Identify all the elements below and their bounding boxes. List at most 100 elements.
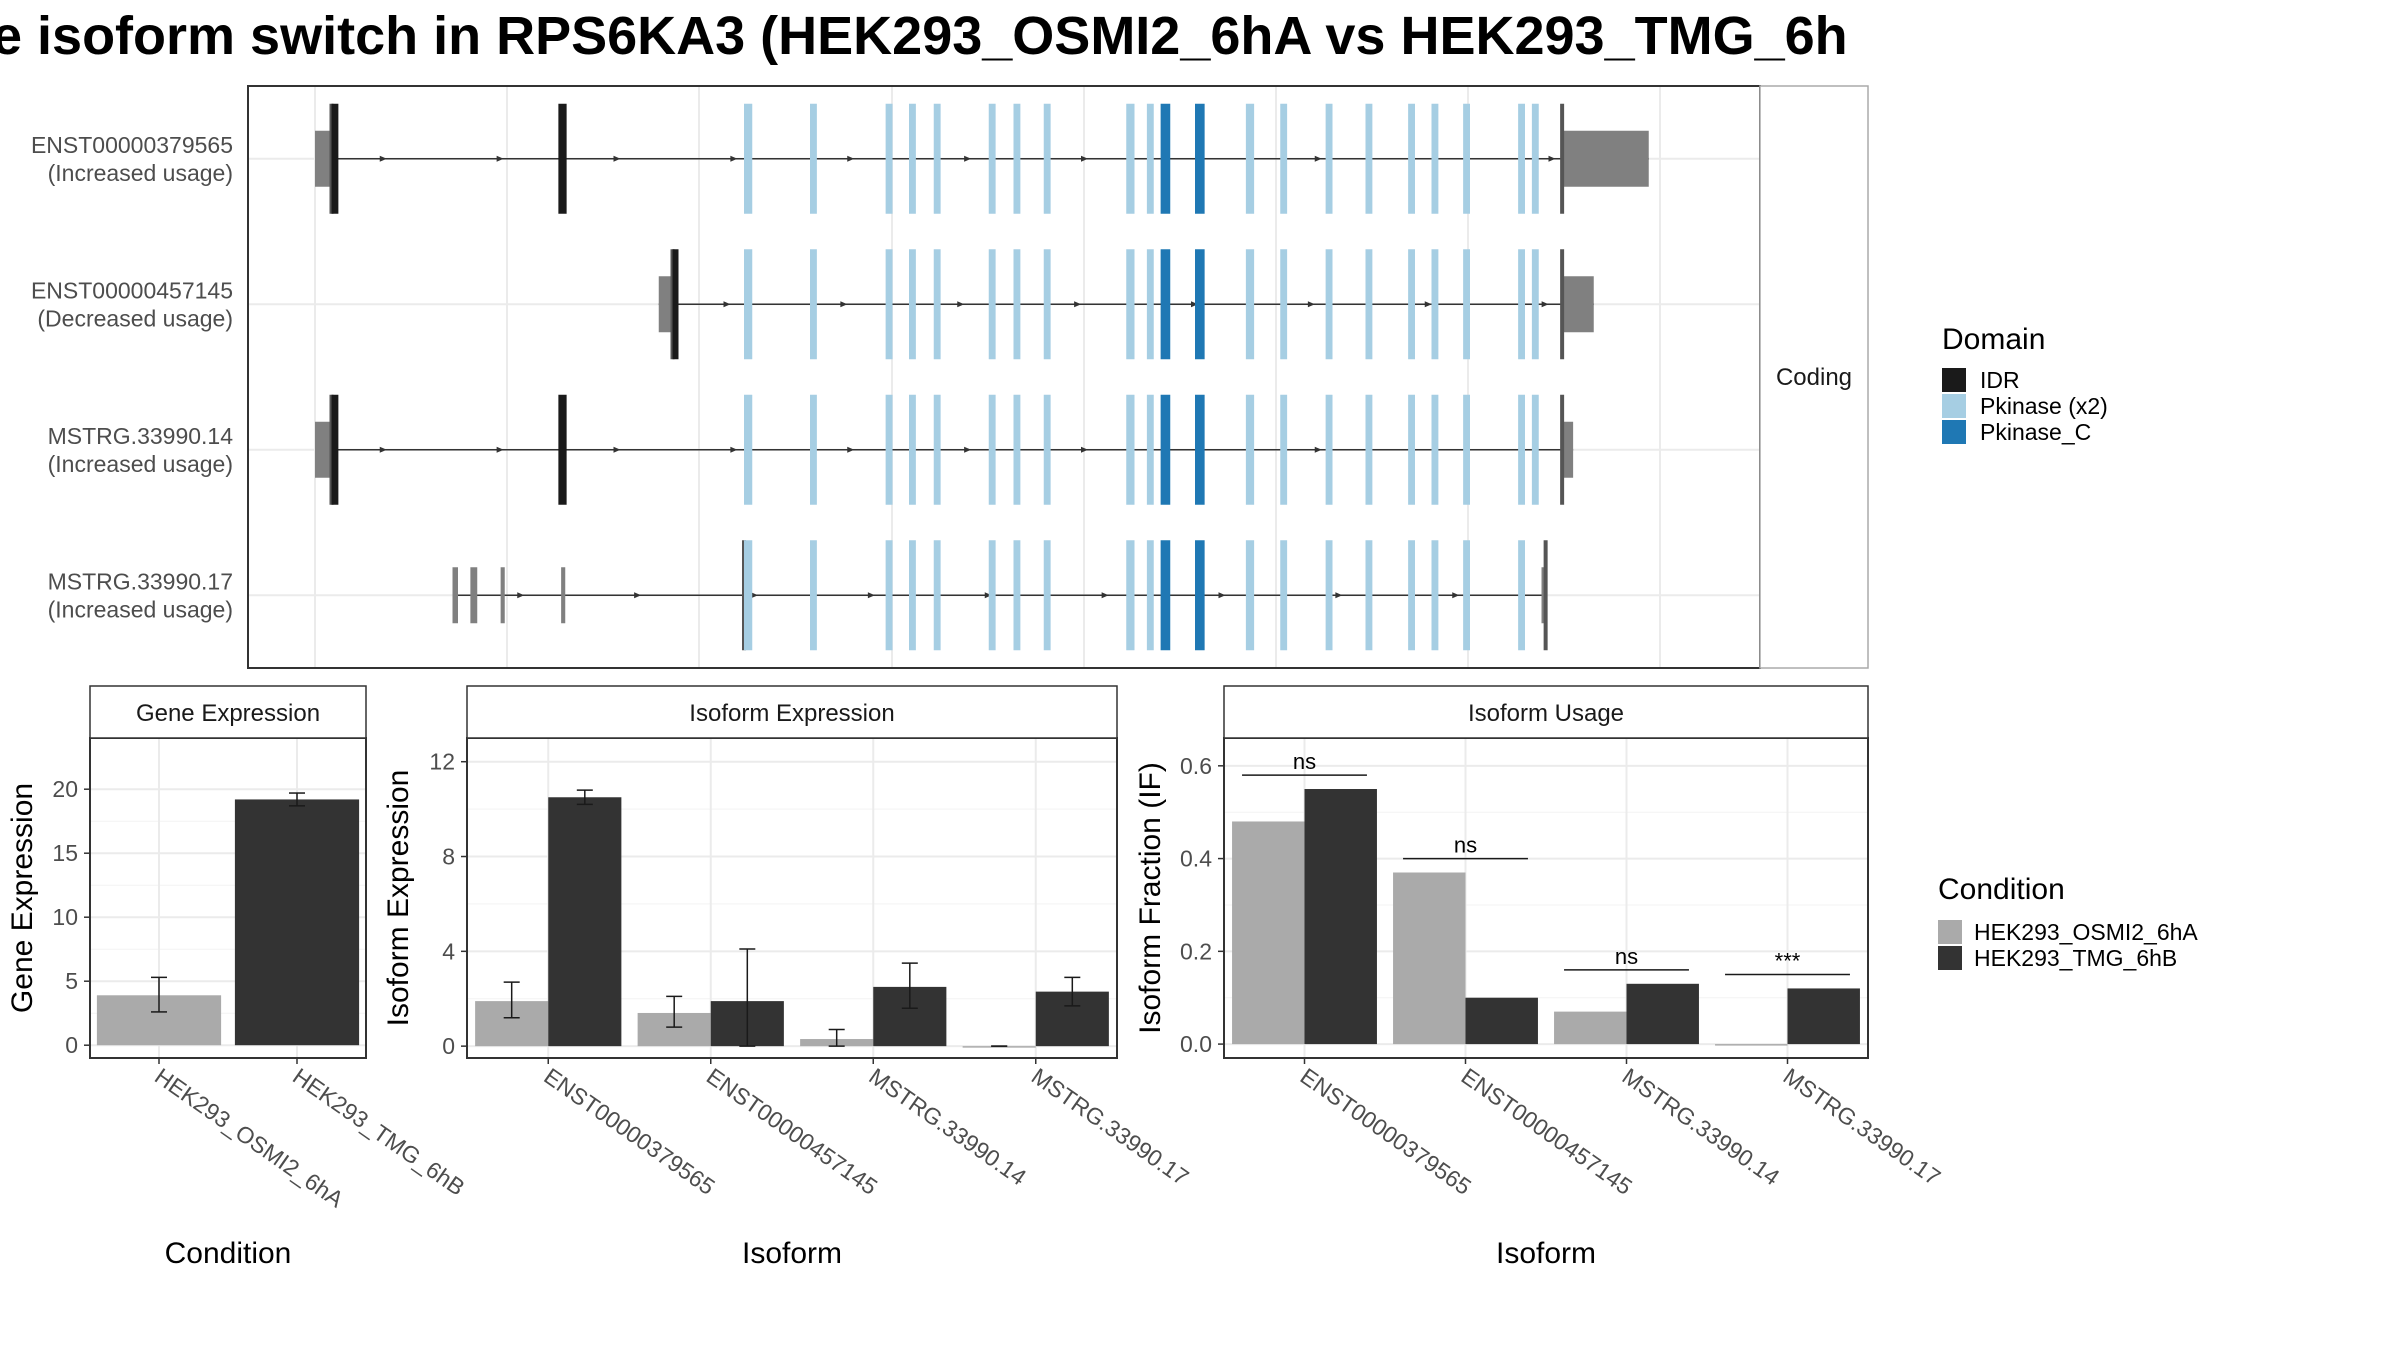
cds-end-marker — [1560, 249, 1565, 360]
exon-idr — [331, 394, 339, 505]
exon-pkinasex — [933, 540, 941, 651]
exon-pkinasex — [1013, 103, 1021, 214]
exon-pkinasex — [1408, 394, 1415, 505]
isoform-usage-label: (Increased usage) — [48, 451, 233, 477]
exon-pkinasex — [1518, 103, 1525, 214]
exon-pkinasex — [1126, 103, 1135, 214]
intron-arrow — [1081, 446, 1088, 453]
exon-pkinasex — [1013, 249, 1021, 360]
y-tick-label: 0.6 — [1180, 753, 1212, 779]
y-axis-title: Isoform Expression — [382, 770, 415, 1027]
exon-pkinasex — [1245, 103, 1255, 214]
exon-pkinasex — [1325, 540, 1333, 651]
intron-arrow — [867, 592, 875, 599]
exon-pkinasex — [1365, 103, 1373, 214]
utr3-block — [1562, 421, 1574, 478]
expression-panels: Gene Expression05101520HEK293_OSMI2_6hAH… — [6, 685, 1945, 1270]
significance-label: ns — [1293, 749, 1316, 774]
intron-arrow — [1335, 592, 1343, 599]
exon-pkinasex — [1431, 540, 1439, 651]
isoform-usage-label: (Increased usage) — [48, 596, 233, 622]
exon-pkinasex — [909, 249, 916, 360]
exon-pkinasex — [1146, 394, 1154, 505]
intron-arrow — [1541, 301, 1549, 308]
exon-pkinasex — [810, 540, 817, 651]
exon-pkinasex — [1365, 249, 1373, 360]
exon-pkinasex — [1325, 103, 1333, 214]
exon-pkinasex — [1518, 249, 1525, 360]
exon-pkinasex — [988, 249, 996, 360]
panel-strip — [466, 685, 1118, 739]
exon-pkinasex — [1280, 540, 1288, 651]
bar — [1715, 1044, 1788, 1046]
bar-panel: ns ns ns *** Isoform Usage 0.0 0.2 0.4 0.6 ENST00… — [1134, 685, 1945, 1270]
condition-legend-label: HEK293_OSMI2_6hA — [1974, 919, 2198, 945]
intron-arrow — [730, 446, 738, 453]
x-tick-label: ENST00000457145 — [702, 1063, 882, 1200]
exon-pkinasex — [1531, 249, 1539, 360]
y-tick-label: 12 — [429, 749, 455, 775]
intron-arrow — [1452, 592, 1460, 599]
exon-idr — [672, 249, 679, 360]
utr3-block — [1562, 276, 1594, 333]
exon-pkinasex — [1280, 249, 1288, 360]
exon-pkinase_c — [1160, 540, 1171, 651]
exon-pkinasex — [744, 249, 753, 360]
exon-pkinasex — [1365, 540, 1373, 651]
facet-strip-label: Coding — [1776, 364, 1852, 391]
isoform-id-label: ENST00000457145 — [31, 277, 233, 303]
exon-pkinase_c — [1160, 103, 1171, 214]
exon-pkinasex — [1463, 540, 1470, 651]
exon-pkinasex — [1531, 394, 1539, 505]
isoform-id-label: MSTRG.33990.17 — [48, 568, 233, 594]
intron-arrow — [1424, 301, 1432, 308]
intron-arrow — [964, 446, 972, 453]
exon-pkinasex — [1043, 103, 1051, 214]
domain-legend-key — [1942, 368, 1966, 392]
condition-legend-key — [1938, 920, 1962, 944]
exon-pkinasex — [1043, 249, 1051, 360]
intron-arrow — [751, 592, 758, 599]
intron-arrow — [1074, 301, 1082, 308]
exon-pkinasex — [1408, 540, 1415, 651]
exon-pkinasex — [1013, 540, 1021, 651]
domain-legend-key — [1942, 420, 1966, 444]
bar — [548, 797, 622, 1047]
bar — [1465, 997, 1538, 1045]
transcript-structure-panel: ENST00000379565(Increased usage)ENST0000… — [31, 85, 1869, 669]
exon-pkinasex — [1531, 103, 1539, 214]
y-tick-label: 10 — [52, 904, 78, 930]
panel-title: Isoform Usage — [1468, 700, 1624, 727]
x-tick-label: ENST00000457145 — [1457, 1063, 1637, 1200]
utr5-block — [315, 421, 332, 478]
exon-pkinasex — [1146, 540, 1154, 651]
exon-pkinasex — [909, 394, 916, 505]
exon-idr — [558, 103, 567, 214]
exon-pkinasex — [933, 394, 941, 505]
exon-pkinasex — [1245, 540, 1255, 651]
isoform-usage-label: (Increased usage) — [48, 160, 233, 186]
exon-pkinasex — [909, 103, 916, 214]
utr3-block — [1562, 130, 1649, 187]
intron-arrow — [634, 592, 642, 599]
intron-arrow — [1307, 301, 1315, 308]
bar — [1554, 1011, 1627, 1045]
exon-pkinasex — [1126, 540, 1135, 651]
exon-pkinasex — [1043, 540, 1051, 651]
domain-legend-title: Domain — [1942, 323, 2045, 356]
exon-pkinasex — [1431, 103, 1439, 214]
exon-pkinasex — [885, 103, 893, 214]
y-tick-label: 0 — [65, 1032, 78, 1058]
exon-pkinasex — [1245, 394, 1255, 505]
exon-pkinasex — [1325, 394, 1333, 505]
intron-arrow — [957, 301, 965, 308]
panel-title: Gene Expression — [136, 700, 320, 727]
exon-pkinasex — [810, 394, 817, 505]
y-tick-label: 8 — [442, 844, 455, 870]
intron-arrow — [730, 155, 738, 162]
exon-pkinase_c — [1160, 249, 1171, 360]
exon-pkinasex — [1463, 103, 1470, 214]
utr5-block — [500, 567, 505, 624]
intron-arrow — [847, 155, 855, 162]
facet-strip — [1759, 85, 1869, 669]
